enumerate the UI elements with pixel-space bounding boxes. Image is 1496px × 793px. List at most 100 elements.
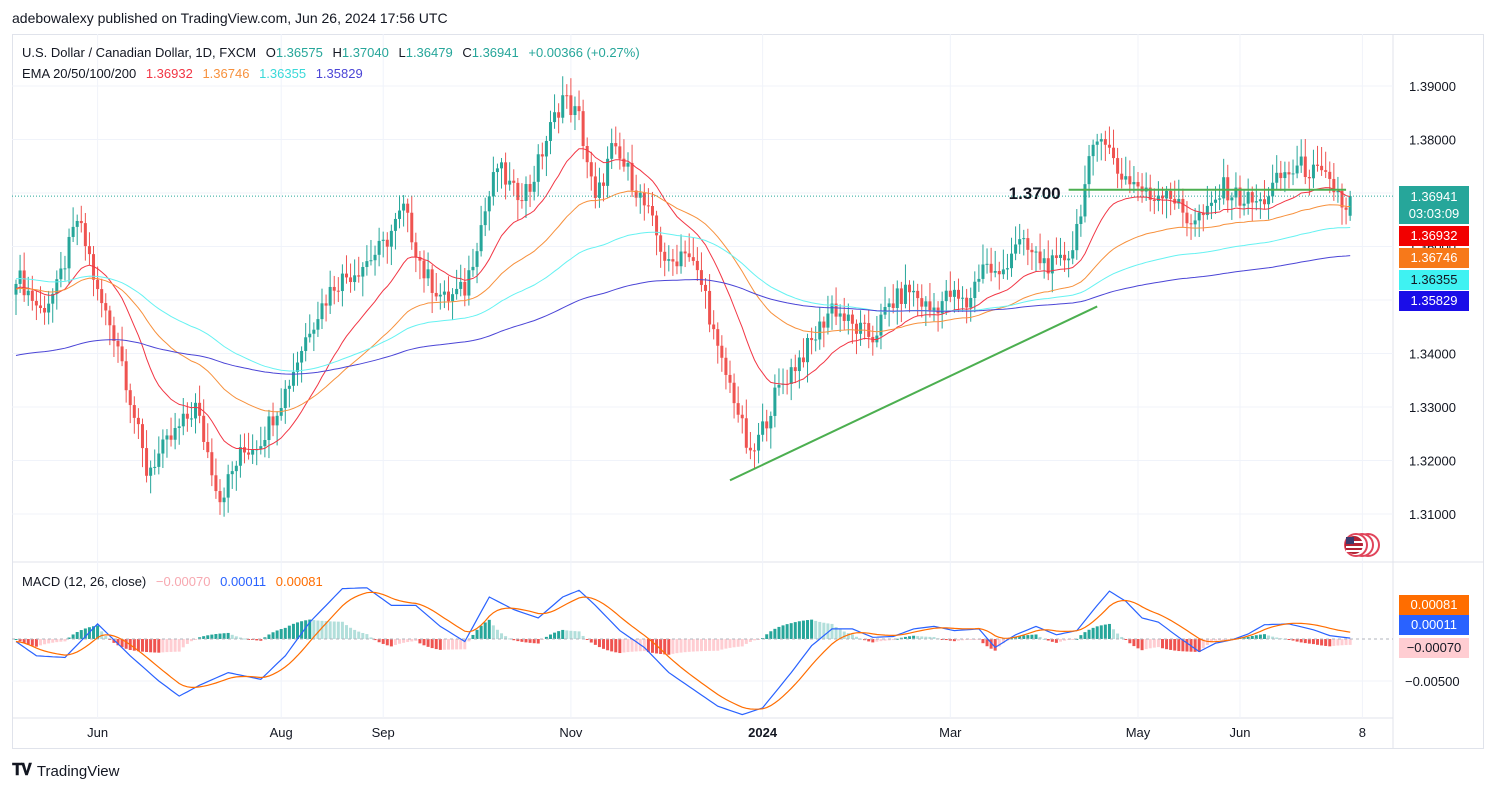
macd-hist-bar	[222, 633, 226, 639]
candle-body	[969, 298, 973, 308]
footer-brand[interactable]: TradingView	[36, 762, 120, 780]
macd-hist-bar	[1169, 639, 1173, 650]
macd-hist-bar	[161, 639, 165, 653]
macd-hist-bar	[336, 621, 340, 639]
macd-hist-bar	[516, 639, 520, 642]
macd-hist-bar	[14, 639, 18, 640]
low-label: L	[398, 45, 406, 60]
macd-hist-bar	[398, 639, 402, 644]
macd-hist-bar	[153, 639, 157, 653]
candle-body	[1328, 171, 1332, 179]
macd-hist-bar	[920, 636, 924, 639]
macd-hist-bar	[1332, 639, 1336, 646]
candle-body	[638, 192, 642, 198]
macd-hist-bar	[455, 639, 459, 650]
macd-hist-bar	[1120, 636, 1124, 639]
candle-body	[1030, 249, 1034, 253]
candle-body	[846, 314, 850, 321]
macd-hist-bar	[1222, 639, 1226, 640]
candle-body	[1058, 254, 1062, 258]
high-value: 1.37040	[341, 45, 389, 60]
ema200-price-tag: 1.35829	[1399, 291, 1469, 311]
trendline	[729, 305, 1098, 482]
macd-hist-bar	[410, 639, 414, 642]
candle-body	[1010, 253, 1014, 269]
macd-hist-bar	[581, 635, 585, 639]
time-tick-label: 8	[1359, 725, 1366, 740]
macd-hist-bar	[732, 639, 736, 648]
candle-body	[989, 263, 993, 273]
candle-body	[655, 215, 659, 236]
candle-body	[1071, 250, 1075, 259]
macd-hist-bar	[867, 639, 871, 642]
macd-hist-bar	[1107, 623, 1111, 639]
candle-body	[863, 322, 867, 324]
macd-hist-bar	[308, 619, 312, 639]
macd-hist-bar	[528, 639, 532, 643]
candle-body	[83, 223, 87, 247]
price-tick-label: 1.38000	[1409, 133, 1456, 148]
candle-body	[961, 297, 965, 299]
macd-hist-bar	[202, 636, 206, 639]
candle-body	[324, 303, 328, 306]
candle-body	[149, 467, 153, 476]
candle-body	[936, 307, 940, 314]
candle-body	[340, 273, 344, 292]
candle-body	[1181, 198, 1185, 213]
candle-body	[67, 236, 71, 269]
candle-body	[398, 210, 402, 219]
macd-hist-bar	[793, 622, 797, 639]
macd-hist-bar	[71, 634, 75, 639]
candle-body	[818, 321, 822, 340]
candle-body	[353, 275, 357, 283]
macd-hist-bar	[846, 633, 850, 639]
macd-hist-bar	[765, 634, 769, 639]
macd-hist-bar	[1156, 639, 1160, 648]
macd-hist-bar	[471, 634, 475, 639]
candle-body	[993, 270, 997, 273]
macd-hist-bar	[630, 639, 634, 652]
candle-body	[414, 242, 418, 258]
candle-body	[646, 205, 650, 207]
candle-body	[610, 143, 614, 159]
macd-hist-bar	[687, 639, 691, 652]
candle-body	[451, 294, 455, 302]
macd-hist-bar	[879, 639, 883, 642]
candle-body	[393, 218, 397, 231]
macd-hist-bar	[834, 627, 838, 639]
candle-body	[985, 263, 989, 265]
macd-hist-bar	[381, 639, 385, 644]
candle-body	[520, 200, 524, 202]
macd-hist-bar	[377, 639, 381, 643]
macd-hist-bar	[34, 639, 38, 647]
macd-hist-bar	[1275, 637, 1279, 639]
macd-hist-bar	[1034, 634, 1038, 639]
tradingview-logo-icon[interactable]: 𝐓𝐕	[12, 762, 32, 779]
macd-hist-bar	[1116, 633, 1120, 639]
candle-body	[1099, 139, 1103, 142]
countdown-value: 03:03:09	[1408, 206, 1460, 221]
candle-body	[899, 288, 903, 304]
macd-hist-bar	[353, 629, 357, 639]
candle-body	[369, 260, 373, 262]
candle-body	[838, 313, 842, 317]
macd-signal-line	[15, 591, 1351, 710]
macd-hist-bar	[279, 629, 283, 639]
macd-hist-bar	[695, 639, 699, 652]
symbol-legend: U.S. Dollar / Canadian Dollar, 1D, FXCM …	[22, 45, 646, 60]
candle-body	[597, 182, 601, 198]
candle-body	[377, 240, 381, 255]
candle-body	[1214, 199, 1218, 203]
macd-hist-bar	[875, 639, 879, 642]
candle-body	[810, 338, 814, 341]
macd-hist-bar	[1324, 639, 1328, 646]
macd-hist-bar	[573, 631, 577, 639]
macd-hist-bar	[63, 639, 67, 642]
candle-body	[1291, 173, 1295, 175]
macd-hist-bar	[349, 627, 353, 639]
macd-hist-bar	[1340, 639, 1344, 646]
macd-hist-bar	[59, 639, 63, 642]
macd-hist-bar	[300, 621, 304, 639]
candle-body	[467, 270, 471, 296]
